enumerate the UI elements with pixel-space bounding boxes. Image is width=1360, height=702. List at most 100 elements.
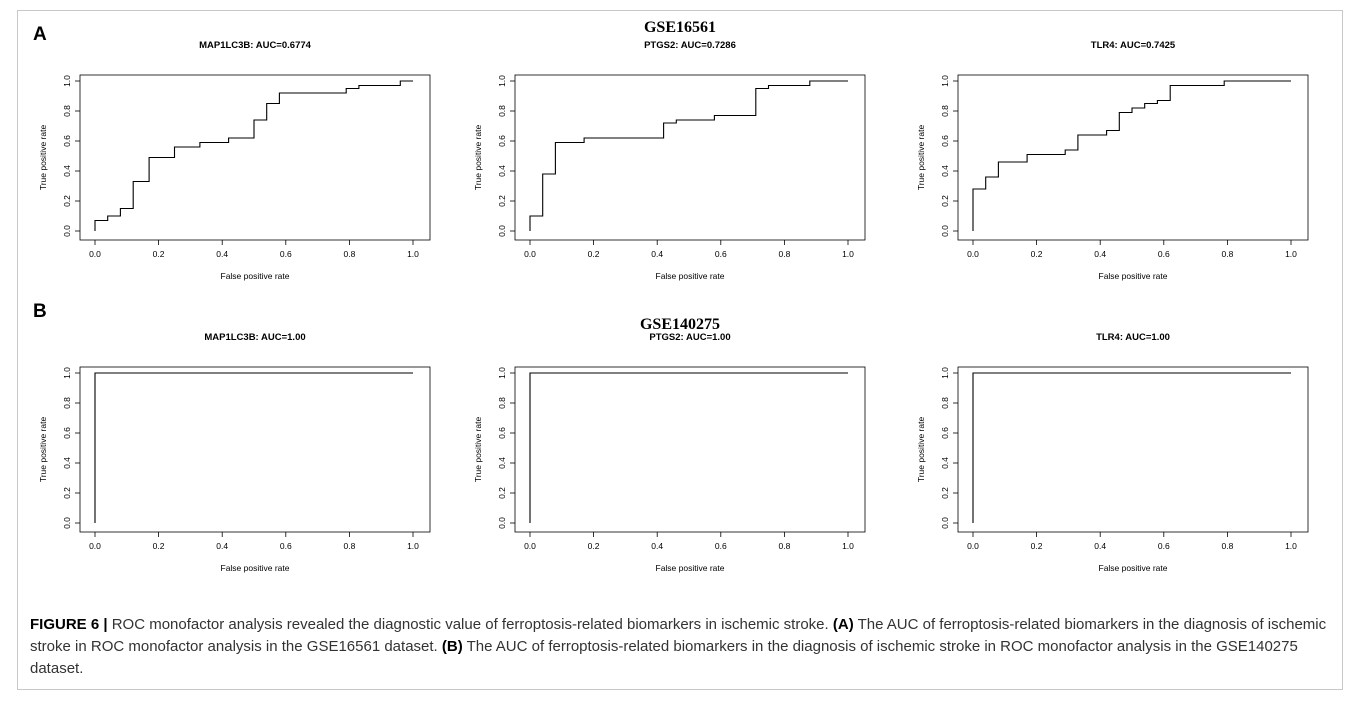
x-tick-label: 0.2 xyxy=(153,249,165,259)
x-tick-label: 1.0 xyxy=(407,249,419,259)
y-tick-label: 0.2 xyxy=(940,487,950,499)
y-tick-label: 0.0 xyxy=(62,225,72,237)
chart-title: MAP1LC3B: AUC=0.6774 xyxy=(199,40,312,51)
y-tick-label: 1.0 xyxy=(940,367,950,379)
x-tick-label: 0.0 xyxy=(967,541,979,551)
caption-text-1: ROC monofactor analysis revealed the dia… xyxy=(107,616,833,633)
x-tick-label: 0.0 xyxy=(89,541,101,551)
x-axis-label: False positive rate xyxy=(1099,271,1168,281)
y-tick-label: 0.2 xyxy=(62,195,72,207)
x-tick-label: 0.0 xyxy=(89,249,101,259)
figure-caption: FIGURE 6 | ROC monofactor analysis revea… xyxy=(30,614,1330,680)
y-tick-label: 0.4 xyxy=(497,165,507,177)
x-tick-label: 0.6 xyxy=(1158,541,1170,551)
y-tick-label: 0.8 xyxy=(497,105,507,117)
x-tick-label: 0.8 xyxy=(778,541,790,551)
y-axis-label: True positive rate xyxy=(473,417,483,483)
y-tick-label: 0.2 xyxy=(940,195,950,207)
roc-curve-line xyxy=(972,80,1291,231)
roc-curve-line xyxy=(529,372,848,523)
caption-ref-a: (A) xyxy=(832,616,854,633)
caption-text-3: The AUC of ferroptosis-related biomarker… xyxy=(30,638,1298,677)
y-tick-label: 0.2 xyxy=(497,195,507,207)
y-tick-label: 1.0 xyxy=(497,367,507,379)
x-tick-label: 0.6 xyxy=(1158,249,1170,259)
x-tick-label: 0.4 xyxy=(1094,541,1106,551)
y-axis-label: True positive rate xyxy=(38,125,48,191)
x-tick-label: 0.4 xyxy=(651,249,663,259)
x-axis-label: False positive rate xyxy=(221,563,290,573)
x-tick-label: 0.2 xyxy=(153,541,165,551)
roc-plot-b-tlr4: TLR4: AUC=1.00 0.0 0.2 0.4 0.6 0.8 1.0 0.0 0.2 0.… xyxy=(916,332,1309,573)
caption-label: FIGURE 6 | xyxy=(30,616,108,633)
y-tick-label: 1.0 xyxy=(497,75,507,87)
y-tick-label: 1.0 xyxy=(940,75,950,87)
x-axis-label: False positive rate xyxy=(221,271,290,281)
x-tick-label: 0.0 xyxy=(967,249,979,259)
y-axis-label: True positive rate xyxy=(38,417,48,483)
y-tick-label: 0.6 xyxy=(497,427,507,439)
plot-box xyxy=(514,366,866,533)
x-tick-label: 1.0 xyxy=(407,541,419,551)
x-tick-label: 1.0 xyxy=(1285,249,1297,259)
y-tick-label: 0.0 xyxy=(940,225,950,237)
dataset-b-title: GSE140275 xyxy=(639,316,720,333)
y-tick-label: 0.8 xyxy=(497,397,507,409)
x-tick-label: 0.6 xyxy=(280,249,292,259)
chart-title: PTGS2: AUC=1.00 xyxy=(649,332,730,343)
y-tick-label: 0.0 xyxy=(940,517,950,529)
plot-box xyxy=(957,74,1309,241)
roc-curve-line xyxy=(94,80,413,231)
x-tick-label: 1.0 xyxy=(842,249,854,259)
y-tick-label: 0.4 xyxy=(497,457,507,469)
y-tick-label: 0.6 xyxy=(62,135,72,147)
x-tick-label: 0.4 xyxy=(216,249,228,259)
y-tick-label: 0.2 xyxy=(497,487,507,499)
y-tick-label: 0.4 xyxy=(62,165,72,177)
y-tick-label: 0.8 xyxy=(62,105,72,117)
roc-plot-b-ptgs2: PTGS2: AUC=1.00 0.0 0.2 0.4 0.6 0.8 1.0 0.0 0.2 0… xyxy=(473,332,866,573)
roc-plot-a-ptgs2: PTGS2: AUC=0.7286 0.0 0.2 0.4 0.6 0.8 1.0 0.0 0.… xyxy=(473,40,866,281)
x-tick-label: 0.8 xyxy=(1221,249,1233,259)
y-tick-label: 0.4 xyxy=(940,457,950,469)
y-tick-label: 0.0 xyxy=(497,517,507,529)
roc-plot-b-map1lc3b: MAP1LC3B: AUC=1.00 0.0 0.2 0.4 0.6 0.8 1.0 0.0 0… xyxy=(38,332,431,573)
x-tick-label: 0.0 xyxy=(524,541,536,551)
x-tick-label: 0.8 xyxy=(343,541,355,551)
x-tick-label: 0.6 xyxy=(715,249,727,259)
x-tick-label: 0.6 xyxy=(715,541,727,551)
y-tick-label: 1.0 xyxy=(62,367,72,379)
y-tick-label: 0.4 xyxy=(940,165,950,177)
x-tick-label: 1.0 xyxy=(1285,541,1297,551)
panel-a-letter: A xyxy=(33,24,47,45)
y-tick-label: 0.8 xyxy=(940,397,950,409)
panel-b-letter: B xyxy=(33,301,47,322)
chart-title: MAP1LC3B: AUC=1.00 xyxy=(204,332,305,343)
y-axis-label: True positive rate xyxy=(916,125,926,191)
x-tick-label: 0.4 xyxy=(216,541,228,551)
y-tick-label: 1.0 xyxy=(62,75,72,87)
y-tick-label: 0.8 xyxy=(62,397,72,409)
plot-box xyxy=(79,366,431,533)
y-tick-label: 0.6 xyxy=(497,135,507,147)
x-tick-label: 0.4 xyxy=(1094,249,1106,259)
y-tick-label: 0.0 xyxy=(62,517,72,529)
x-tick-label: 0.0 xyxy=(524,249,536,259)
y-tick-label: 0.2 xyxy=(62,487,72,499)
x-tick-label: 1.0 xyxy=(842,541,854,551)
plot-box xyxy=(957,366,1309,533)
plot-box xyxy=(79,74,431,241)
caption-ref-b: (B) xyxy=(441,638,463,655)
x-axis-label: False positive rate xyxy=(1099,563,1168,573)
x-tick-label: 0.2 xyxy=(1031,541,1043,551)
x-tick-label: 0.8 xyxy=(1221,541,1233,551)
y-axis-label: True positive rate xyxy=(916,417,926,483)
caption-text-2: The AUC of ferroptosis-related biomarker… xyxy=(30,616,1327,655)
plot-box xyxy=(514,74,866,241)
y-tick-label: 0.6 xyxy=(940,135,950,147)
x-tick-label: 0.2 xyxy=(1031,249,1043,259)
y-tick-label: 0.8 xyxy=(940,105,950,117)
x-tick-label: 0.6 xyxy=(280,541,292,551)
x-axis-label: False positive rate xyxy=(656,563,725,573)
chart-title: TLR4: AUC=0.7425 xyxy=(1091,40,1176,51)
